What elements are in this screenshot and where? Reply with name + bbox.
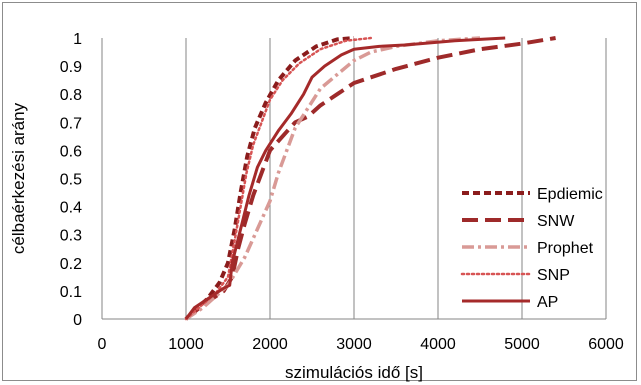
y-tick-label: 0	[73, 312, 82, 329]
y-tick-label: 0.6	[60, 143, 82, 160]
x-tick-label: 2000	[252, 336, 288, 353]
legend-label: Prophet	[537, 240, 594, 257]
y-tick-label: 0.1	[60, 284, 82, 301]
y-tick-label: 0.2	[60, 256, 82, 273]
legend-label: SNP	[537, 267, 570, 284]
legend-label: SNW	[537, 213, 575, 230]
y-tick-label: 0.4	[60, 200, 82, 217]
x-tick-label: 3000	[336, 336, 372, 353]
y-tick-label: 0.7	[60, 115, 82, 132]
x-tick-label: 4000	[420, 336, 456, 353]
legend-label: AP	[537, 294, 558, 311]
y-axis-label: célbaérkezési arány	[9, 102, 28, 254]
x-tick-labels: 0 1000 2000 3000 4000 5000 6000	[98, 336, 624, 353]
y-tick-label: 1	[73, 31, 82, 48]
chart-frame	[2, 2, 637, 381]
legend: Epdiemic SNW Prophet SNP AP	[460, 186, 603, 311]
series-line-prophet	[185, 36, 481, 321]
y-tick-label: 0.8	[60, 87, 82, 104]
series-line-ap	[184, 36, 506, 320]
y-tick-label: 0.3	[60, 228, 82, 245]
x-tick-label: 5000	[504, 336, 540, 353]
x-tick-label: 6000	[588, 336, 624, 353]
x-tick-label: 0	[98, 336, 107, 353]
y-tick-label: 0.5	[60, 172, 82, 189]
series-line-snp	[184, 36, 373, 321]
legend-label: Epdiemic	[537, 186, 603, 203]
series-lines	[184, 36, 556, 321]
y-tick-label: 0.9	[60, 59, 82, 76]
x-tick-label: 1000	[168, 336, 204, 353]
series-line-epdiemic	[184, 36, 355, 321]
y-tick-labels: 0 0.1 0.2 0.3 0.4 0.5 0.6 0.7 0.8 0.9 1	[60, 31, 82, 329]
x-axis-label: szimulációs idő [s]	[285, 363, 423, 382]
